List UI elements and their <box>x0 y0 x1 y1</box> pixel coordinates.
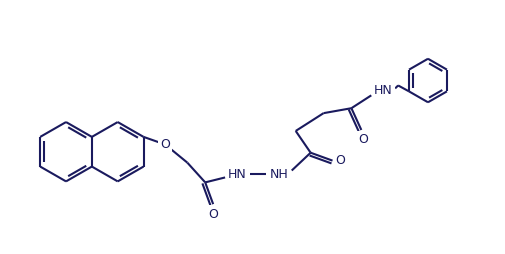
Text: O: O <box>160 138 170 151</box>
Text: O: O <box>358 133 368 146</box>
Text: NH: NH <box>269 168 288 181</box>
Text: O: O <box>335 154 345 167</box>
Text: HN: HN <box>227 168 246 181</box>
Text: O: O <box>208 208 218 220</box>
Text: HN: HN <box>373 84 392 97</box>
